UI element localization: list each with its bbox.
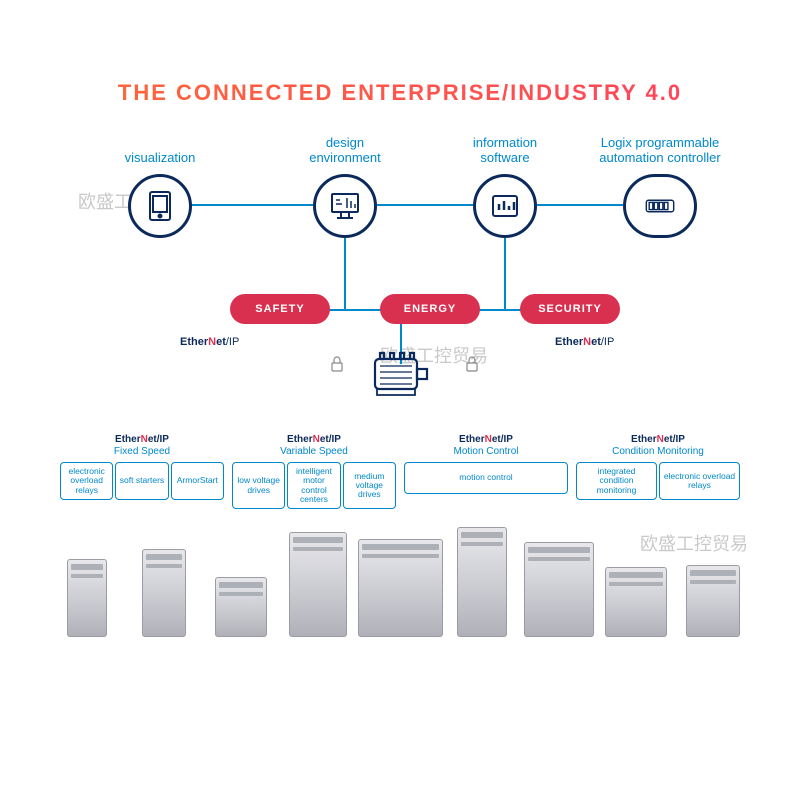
node-label: designenvironment [270, 134, 420, 166]
device-shape [524, 542, 594, 637]
pill-security: SECURITY [520, 294, 620, 324]
category-header: EtherNet/IPMotion Control [404, 434, 568, 458]
device-shape [457, 527, 507, 637]
design-env-icon [313, 174, 377, 238]
device-2 [204, 517, 279, 637]
device-6 [521, 517, 596, 637]
top-tier: visualization EtherNet/IP designenvironm… [0, 134, 800, 264]
category-variable-speed: EtherNet/IPVariable Speed low voltage dri… [232, 434, 396, 509]
category-motion-control: EtherNet/IPMotion Control motion control [404, 434, 568, 509]
device-shape [67, 559, 107, 637]
sub-box: integrated condition monitoring [576, 462, 657, 500]
pill-safety: SAFETY [230, 294, 330, 324]
category-header: EtherNet/IPCondition Monitoring [576, 434, 740, 458]
device-shape [289, 532, 347, 637]
sub-box: medium voltage drives [343, 462, 396, 509]
sub-box: intelligent motor control centers [287, 462, 340, 509]
category-row: EtherNet/IPFixed Speed electronic overloa… [60, 434, 740, 509]
watermark-3: 欧盛工控贸易 [640, 530, 748, 556]
box-row: electronic overload relayssoft startersA… [60, 462, 224, 500]
category-header: EtherNet/IPFixed Speed [60, 434, 224, 458]
category-condition-monitoring: EtherNet/IPCondition Monitoring integrate… [576, 434, 740, 509]
lock-icon-right [465, 356, 479, 372]
box-row: motion control [404, 462, 568, 494]
node-logix: Logix programmableautomation controller [585, 134, 735, 238]
visualization-icon [128, 174, 192, 238]
box-row: integrated condition monitoringelectroni… [576, 462, 740, 500]
mid-tier: SAFETY ENERGY SECURITY [0, 284, 800, 344]
device-shape [142, 549, 186, 637]
device-5 [445, 517, 520, 637]
node-visualization: visualization [85, 134, 235, 238]
logix-icon [623, 174, 697, 238]
device-3 [281, 517, 356, 637]
sub-box: electronic overload relays [60, 462, 113, 500]
device-1 [127, 517, 202, 637]
device-shape [686, 565, 740, 637]
device-shape [358, 539, 443, 637]
motor-tier [0, 344, 800, 424]
device-0 [50, 517, 125, 637]
node-label: Logix programmableautomation controller [585, 134, 735, 166]
node-design-env: designenvironment [270, 134, 420, 238]
sub-box: ArmorStart [171, 462, 224, 500]
node-label: visualization [85, 134, 235, 166]
v-drop-3 [344, 284, 346, 309]
device-shape [605, 567, 667, 637]
device-4 [358, 517, 443, 637]
info-software-icon [473, 174, 537, 238]
pill-energy: ENERGY [380, 294, 480, 324]
sub-box: electronic overload relays [659, 462, 740, 500]
bottom-tier: EtherNet/IPFixed Speed electronic overloa… [0, 434, 800, 509]
top-connector-line [160, 204, 658, 206]
sub-box: motion control [404, 462, 568, 494]
node-info-software: informationsoftware [430, 134, 580, 238]
box-row: low voltage drivesintelligent motor cont… [232, 462, 396, 509]
category-header: EtherNet/IPVariable Speed [232, 434, 396, 458]
node-label: informationsoftware [430, 134, 580, 166]
main-title: THE CONNECTED ENTERPRISE/INDUSTRY 4.0 [0, 0, 800, 106]
sub-box: low voltage drives [232, 462, 285, 509]
lock-icon-left [330, 356, 344, 372]
v-drop-4 [504, 284, 506, 309]
device-shape [215, 577, 267, 637]
category-fixed-speed: EtherNet/IPFixed Speed electronic overloa… [60, 434, 224, 509]
sub-box: soft starters [115, 462, 168, 500]
motor-icon [365, 344, 435, 399]
